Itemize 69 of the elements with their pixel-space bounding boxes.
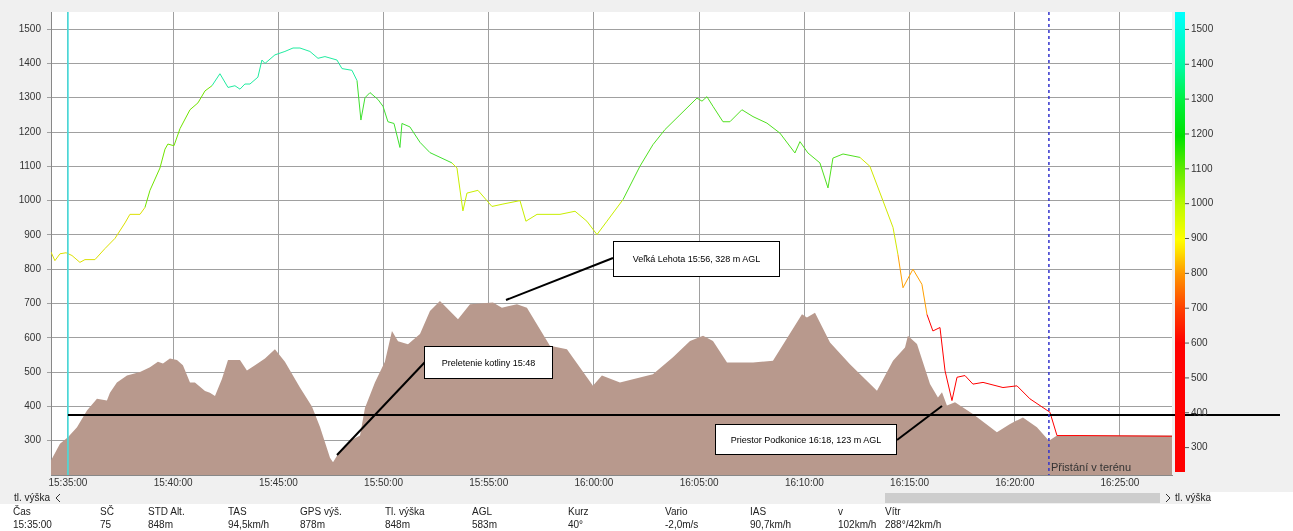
- text: Vario: [665, 506, 688, 517]
- color-bar-label: 500: [1191, 371, 1209, 383]
- color-bar-label: 1200: [1191, 127, 1214, 139]
- y-tick-label: 1500: [18, 22, 42, 34]
- callout: Veľká Lehota 15:56, 328 m AGL: [505, 240, 781, 301]
- y-tick-label: 700: [24, 297, 42, 309]
- y-tick-label: 600: [24, 331, 42, 343]
- x-tick-label: 15:35:00: [48, 476, 88, 488]
- color-bar-label: 1500: [1191, 23, 1214, 35]
- color-bar-label: 700: [1191, 301, 1209, 313]
- annotation: Veľká Lehota 15:56, 328 m AGL: [613, 241, 780, 277]
- y-tick-label: 1400: [18, 57, 42, 69]
- x-tick-label: 16:05:00: [679, 476, 720, 488]
- color-bar-label: 600: [1191, 336, 1209, 348]
- text: STD Alt.: [148, 506, 185, 517]
- color-bar-label: 900: [1191, 232, 1209, 244]
- y-tick-label: 900: [24, 228, 42, 240]
- text: Čas: [13, 506, 31, 517]
- x-tick-label: 16:20:00: [995, 476, 1035, 488]
- text: tl. výška: [14, 492, 51, 503]
- x-tick-label: 15:55:00: [469, 476, 509, 488]
- callout: Priestor Podkonice 16:18, 123 m AGL: [714, 405, 943, 456]
- y-tick-label: 500: [24, 365, 42, 377]
- x-tick-label: 15:50:00: [364, 476, 404, 488]
- ref-line-label: Přistání v terénu: [1050, 460, 1132, 473]
- text: 848m: [385, 519, 411, 530]
- text: TAS: [228, 506, 247, 517]
- color-bar-label: 1000: [1191, 197, 1214, 209]
- y-tick-label: 1300: [18, 91, 42, 103]
- text: 15:35:00: [13, 519, 52, 530]
- y-tick-label: 300: [24, 434, 42, 446]
- text: IAS: [750, 506, 767, 517]
- text: GPS výš.: [300, 506, 342, 517]
- y-tick-label: 1100: [19, 160, 42, 172]
- text: 848m: [148, 519, 174, 530]
- x-tick-label: 15:45:00: [258, 476, 299, 488]
- x-tick-label: 16:00:00: [574, 476, 614, 488]
- color-bar-label: 1300: [1191, 92, 1214, 104]
- x-tick-label: 15:40:00: [153, 476, 194, 488]
- x-tick-label: 16:10:00: [784, 476, 825, 488]
- annotation: Preletenie kotliny 15:48: [424, 346, 553, 379]
- y-tick-label: 1200: [18, 125, 42, 137]
- y-tick-label: 400: [24, 400, 42, 412]
- text: AGL: [472, 506, 493, 517]
- text: v: [838, 506, 843, 517]
- text: -2,0m/s: [665, 519, 699, 530]
- text: SČ: [100, 506, 114, 517]
- text: 40°: [568, 519, 584, 530]
- annotation: Priestor Podkonice 16:18, 123 m AGL: [715, 424, 897, 455]
- text: Tl. výška: [385, 506, 425, 517]
- x-tick-label: 16:25:00: [1100, 476, 1140, 488]
- text: 288°/42km/h: [885, 519, 942, 530]
- text: Vítr: [885, 506, 901, 517]
- color-bar-label: 1100: [1191, 162, 1213, 174]
- text: 90,7km/h: [750, 519, 792, 530]
- color-bar-label: 300: [1191, 441, 1209, 453]
- text: tl. výška: [1175, 492, 1212, 503]
- callout: Preletenie kotliny 15:48: [336, 345, 554, 456]
- text: Kurz: [568, 506, 589, 517]
- text: 102km/h: [838, 519, 877, 530]
- text: 878m: [300, 519, 326, 530]
- text: 94,5km/h: [228, 519, 270, 530]
- color-bar-label: 800: [1191, 267, 1209, 279]
- x-tick-label: 16:15:00: [890, 476, 930, 488]
- y-tick-label: 800: [24, 262, 42, 274]
- y-tick-label: 1000: [18, 194, 42, 206]
- text: 583m: [472, 519, 498, 530]
- text: 75: [100, 519, 112, 530]
- color-bar-label: 1400: [1191, 58, 1214, 70]
